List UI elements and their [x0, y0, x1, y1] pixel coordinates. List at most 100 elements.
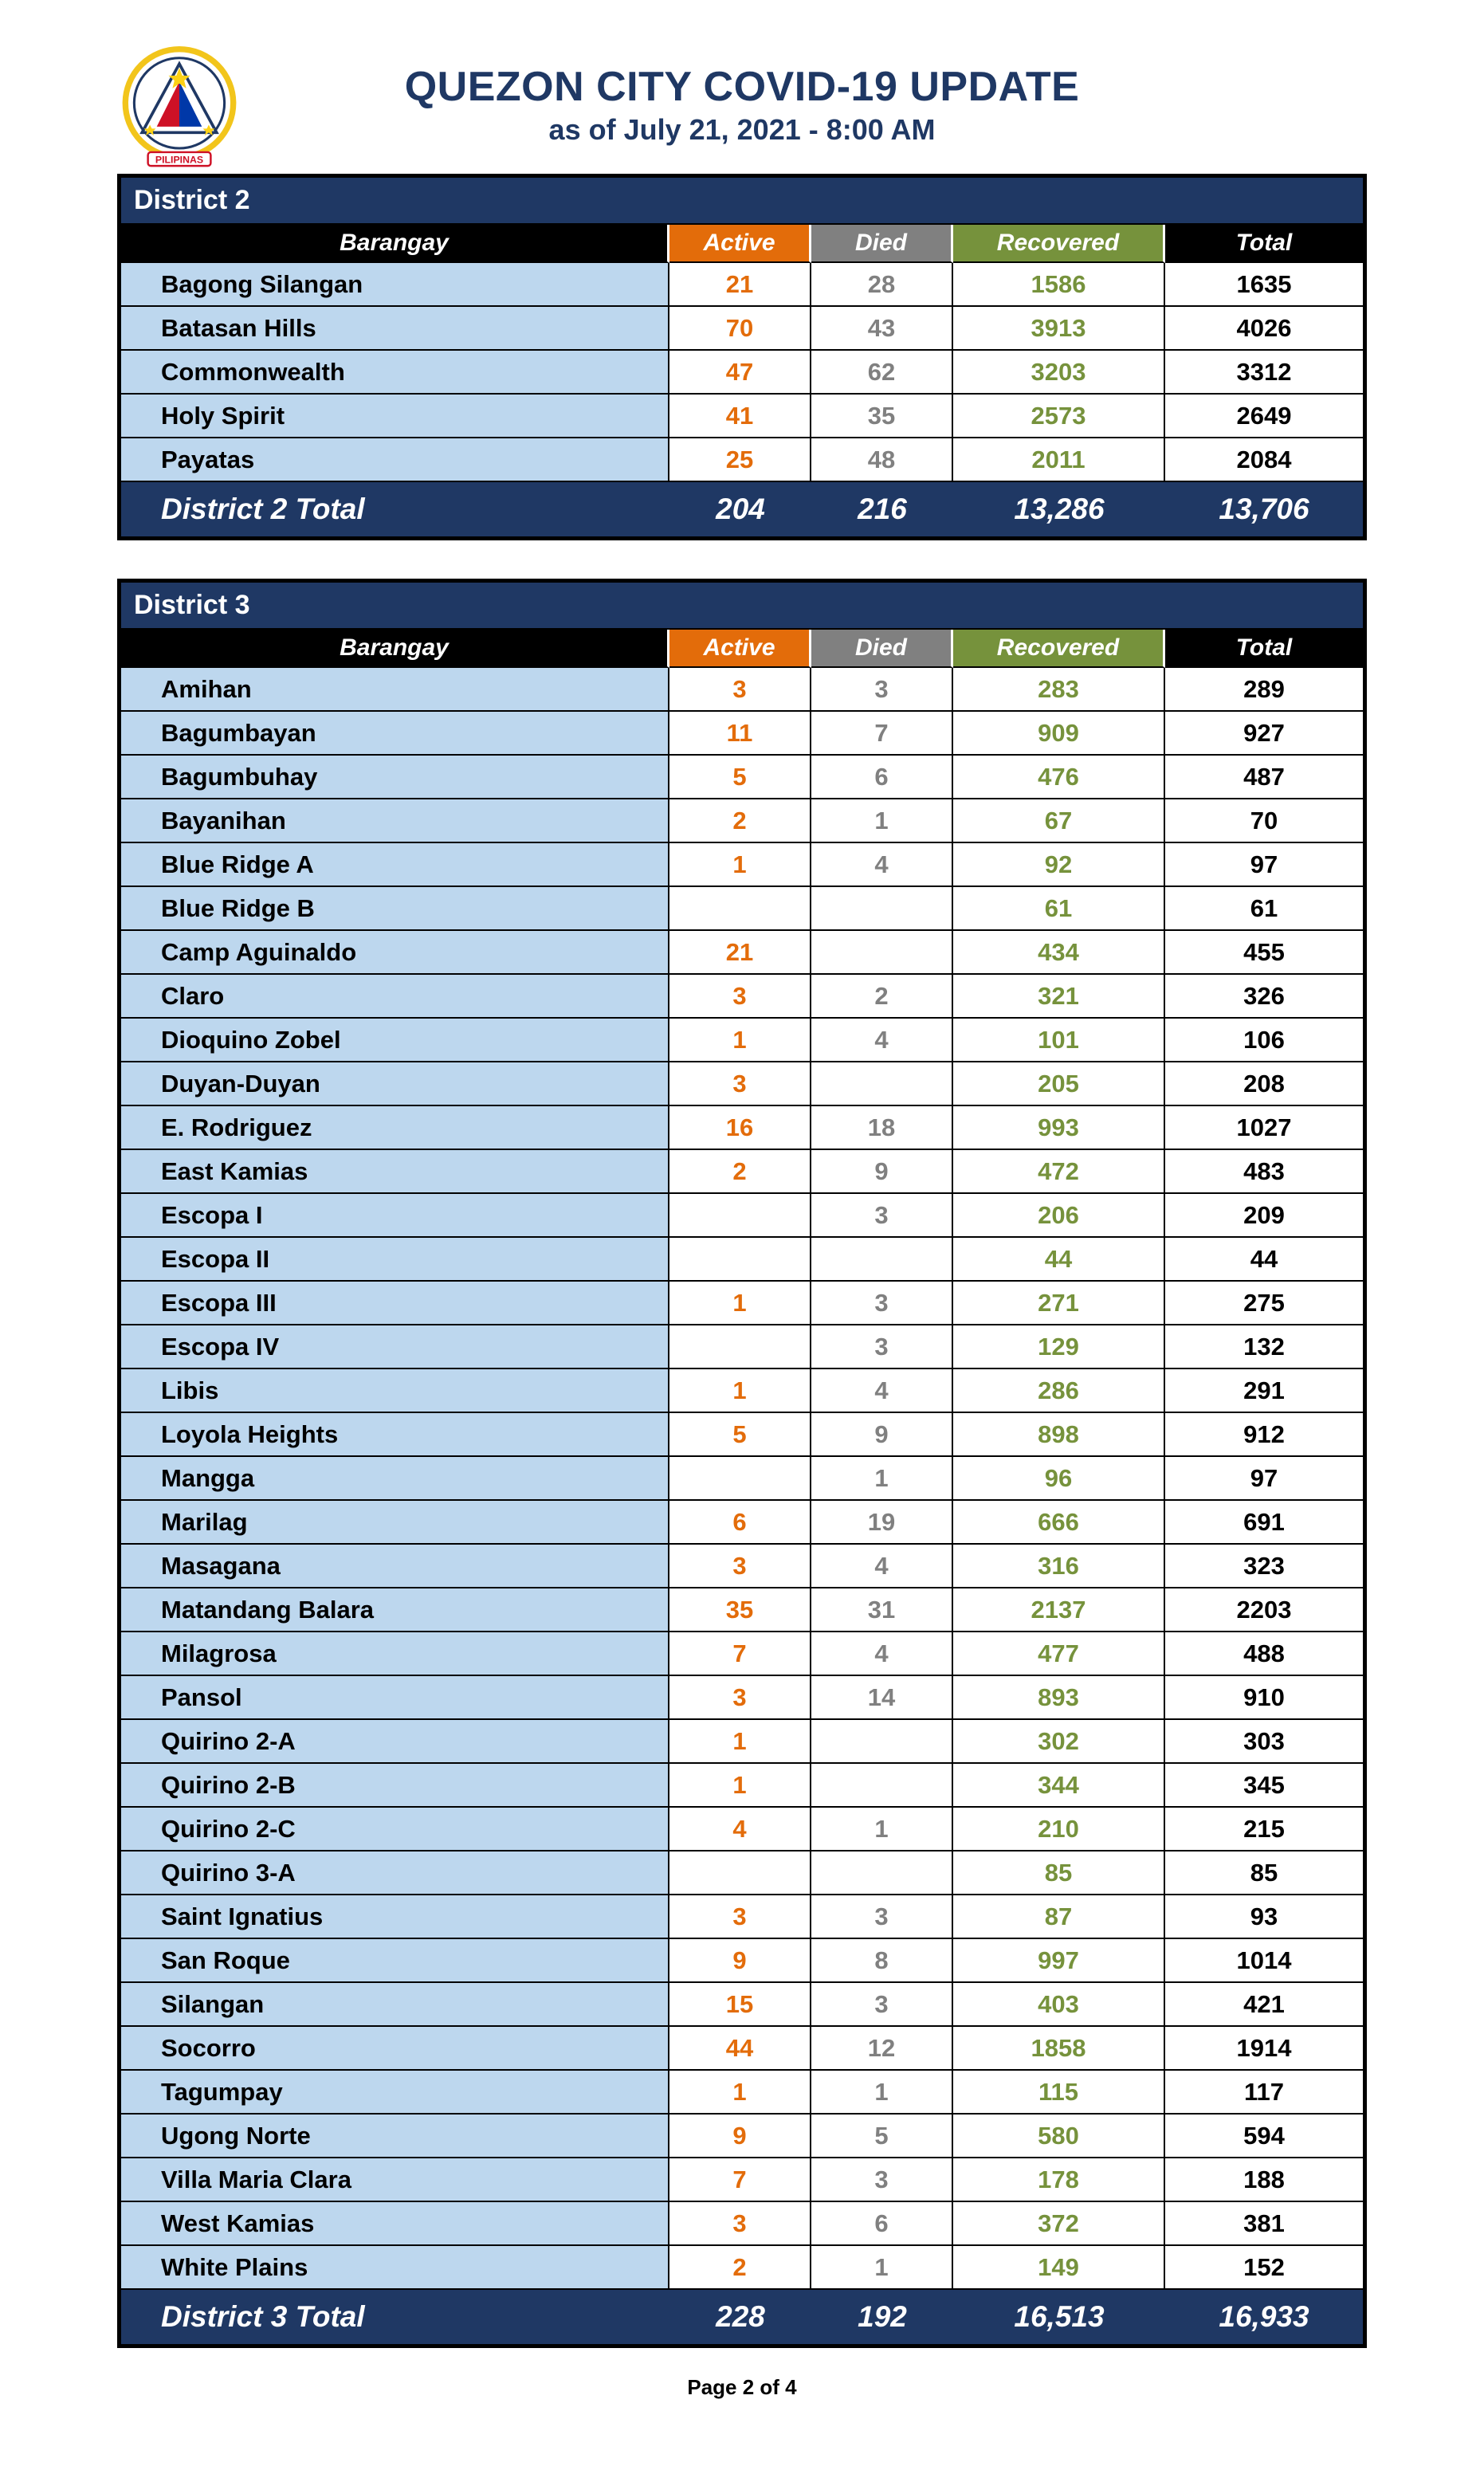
table-row: Masagana 3 4 316 323 — [121, 1545, 1363, 1589]
cell-died: 19 — [811, 1501, 953, 1545]
cell-active: 7 — [669, 1632, 811, 1677]
cell-total: 117 — [1165, 2071, 1363, 2115]
cell-died: 4 — [811, 1369, 953, 1414]
table-row: Loyola Heights 5 9 898 912 — [121, 1413, 1363, 1458]
cell-active: 6 — [669, 1501, 811, 1545]
table-row: West Kamias 3 6 372 381 — [121, 2202, 1363, 2247]
district-title: District 3 — [121, 583, 1363, 630]
cell-active — [669, 1194, 811, 1239]
cell-recovered: 96 — [953, 1457, 1165, 1502]
cell-barangay: Blue Ridge A — [121, 843, 669, 888]
cell-died — [811, 931, 953, 976]
table-row: Bagumbuhay 5 6 476 487 — [121, 756, 1363, 800]
cell-total: 594 — [1165, 2115, 1363, 2159]
cell-barangay: Pansol — [121, 1676, 669, 1721]
total-recovered: 13,286 — [953, 482, 1165, 537]
cell-active — [669, 887, 811, 932]
column-header-total: Total — [1165, 225, 1363, 264]
cell-died: 5 — [811, 2115, 953, 2159]
cell-total: 132 — [1165, 1325, 1363, 1370]
cell-active: 3 — [669, 1676, 811, 1721]
cell-died — [811, 1764, 953, 1808]
cell-total: 488 — [1165, 1632, 1363, 1677]
cell-total: 152 — [1165, 2246, 1363, 2291]
cell-active: 9 — [669, 2115, 811, 2159]
cell-barangay: Holy Spirit — [121, 395, 669, 439]
cell-active: 7 — [669, 2158, 811, 2203]
table-row: Claro 3 2 321 326 — [121, 975, 1363, 1019]
cell-total: 927 — [1165, 712, 1363, 756]
cell-total: 2084 — [1165, 438, 1363, 483]
cell-recovered: 403 — [953, 1983, 1165, 2028]
cell-died: 12 — [811, 2027, 953, 2071]
total-recovered: 16,513 — [953, 2290, 1165, 2345]
cell-barangay: Silangan — [121, 1983, 669, 2028]
cell-recovered: 67 — [953, 799, 1165, 844]
cell-total: 275 — [1165, 1282, 1363, 1326]
cell-recovered: 666 — [953, 1501, 1165, 1545]
table-row: Libis 1 4 286 291 — [121, 1369, 1363, 1414]
cell-total: 93 — [1165, 1895, 1363, 1940]
cell-recovered: 898 — [953, 1413, 1165, 1458]
districts-container: District 2 Barangay Active Died Recovered Tot… — [0, 174, 1484, 2349]
cell-total: 1027 — [1165, 1106, 1363, 1151]
cell-died: 8 — [811, 1939, 953, 1984]
cell-active: 16 — [669, 1106, 811, 1151]
cell-active: 35 — [669, 1588, 811, 1633]
table-row: Quirino 3-A 85 85 — [121, 1851, 1363, 1896]
cell-active: 5 — [669, 1413, 811, 1458]
cell-total: 326 — [1165, 975, 1363, 1019]
cell-active — [669, 1238, 811, 1282]
cell-barangay: San Roque — [121, 1939, 669, 1984]
cell-total: 1635 — [1165, 263, 1363, 308]
cell-active: 1 — [669, 1019, 811, 1063]
cell-recovered: 210 — [953, 1808, 1165, 1852]
cell-active — [669, 1851, 811, 1896]
cell-total: 323 — [1165, 1545, 1363, 1589]
cell-barangay: Libis — [121, 1369, 669, 1414]
cell-recovered: 302 — [953, 1720, 1165, 1765]
cell-active — [669, 1325, 811, 1370]
cell-recovered: 2573 — [953, 395, 1165, 439]
cell-barangay: Bayanihan — [121, 799, 669, 844]
cell-barangay: Dioquino Zobel — [121, 1019, 669, 1063]
cell-active: 11 — [669, 712, 811, 756]
district-table: District 2 Barangay Active Died Recovered Tot… — [117, 174, 1367, 541]
table-row: Escopa III 1 3 271 275 — [121, 1282, 1363, 1326]
cell-died: 3 — [811, 2158, 953, 2203]
cell-died — [811, 1720, 953, 1765]
cell-recovered: 206 — [953, 1194, 1165, 1239]
cell-total: 912 — [1165, 1413, 1363, 1458]
page-subtitle: as of July 21, 2021 - 8:00 AM — [548, 113, 936, 147]
cell-died — [811, 887, 953, 932]
cell-recovered: 283 — [953, 668, 1165, 713]
table-row: Saint Ignatius 3 3 87 93 — [121, 1895, 1363, 1940]
cell-active: 1 — [669, 1764, 811, 1808]
cell-recovered: 205 — [953, 1062, 1165, 1107]
cell-active: 3 — [669, 975, 811, 1019]
cell-died: 43 — [811, 307, 953, 351]
cell-died — [811, 1062, 953, 1107]
cell-total: 487 — [1165, 756, 1363, 800]
cell-active: 1 — [669, 1282, 811, 1326]
cell-recovered: 316 — [953, 1545, 1165, 1589]
table-row: Escopa IV 3 129 132 — [121, 1325, 1363, 1370]
cell-recovered: 1858 — [953, 2027, 1165, 2071]
table-row: Dioquino Zobel 1 4 101 106 — [121, 1019, 1363, 1063]
cell-total: 303 — [1165, 1720, 1363, 1765]
cell-total: 61 — [1165, 887, 1363, 932]
table-row: Holy Spirit 41 35 2573 2649 — [121, 395, 1363, 439]
cell-died — [811, 1238, 953, 1282]
column-header-recovered: Recovered — [953, 630, 1165, 669]
cell-barangay: Ugong Norte — [121, 2115, 669, 2159]
total-total: 13,706 — [1165, 482, 1363, 537]
cell-total: 455 — [1165, 931, 1363, 976]
cell-barangay: Batasan Hills — [121, 307, 669, 351]
cell-died: 14 — [811, 1676, 953, 1721]
cell-barangay: Matandang Balara — [121, 1588, 669, 1633]
district-title: District 2 — [121, 178, 1363, 226]
cell-total: 345 — [1165, 1764, 1363, 1808]
table-row: Quirino 2-C 4 1 210 215 — [121, 1808, 1363, 1852]
table-row: Quirino 2-B 1 344 345 — [121, 1764, 1363, 1808]
table-row: Ugong Norte 9 5 580 594 — [121, 2115, 1363, 2159]
